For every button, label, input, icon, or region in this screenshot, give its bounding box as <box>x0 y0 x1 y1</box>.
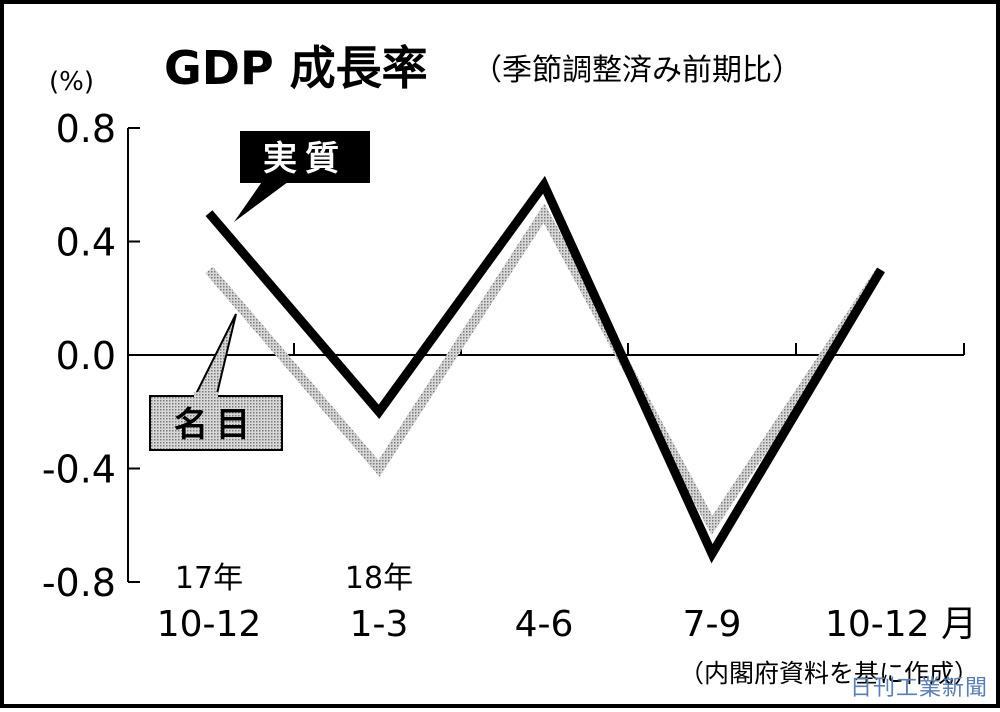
x-tick-label: 4-6 <box>515 604 574 645</box>
x-tick-label: 7-9 <box>683 604 742 645</box>
x-tick-label: 1-3 <box>350 604 409 645</box>
legend-nominal: 名目 <box>149 313 283 451</box>
legend-real: 実質 <box>234 131 370 222</box>
x-tick-group <box>293 343 965 355</box>
x-tick-label: 10-12 <box>157 604 262 645</box>
legend-real-box <box>240 131 370 183</box>
source-note: （内閣府資料を基に作成） <box>679 659 979 688</box>
legend-real-pointer <box>234 176 296 222</box>
x-year-label: 17年 <box>175 561 243 596</box>
y-tick-label: 0.4 <box>56 221 116 265</box>
y-tick-label: 0.0 <box>56 334 116 378</box>
chart-title: GDP 成長率 <box>164 41 428 95</box>
x-year-label: 18年 <box>345 561 413 596</box>
legend-nominal-label: 名目 <box>174 405 258 445</box>
series-line-real <box>205 175 885 564</box>
y-tick-label: 0.8 <box>56 107 116 151</box>
gdp-growth-chart: GDP 成長率 （季節調整済み前期比） (%) 0.8 0.4 0.0 -0.4 -0.… <box>42 41 979 688</box>
y-tick-label: -0.4 <box>42 448 116 492</box>
series-lines-group <box>205 175 886 564</box>
x-tick-label: 10-12 月 <box>825 604 977 645</box>
y-tick-group: 0.8 0.4 0.0 -0.4 -0.8 <box>42 107 140 605</box>
x-label-group: 10-12 17年 1-3 18年 4-6 7-9 10-12 月 <box>157 561 977 645</box>
legend-real-label: 実質 <box>263 139 347 179</box>
watermark-logo: 日刊工業新聞 <box>849 676 988 701</box>
series-line-nominal <box>205 203 886 535</box>
y-tick-label: -0.8 <box>42 561 116 605</box>
y-axis-unit-label: (%) <box>49 67 94 97</box>
chart-subtitle: （季節調整済み前期比） <box>472 53 802 88</box>
